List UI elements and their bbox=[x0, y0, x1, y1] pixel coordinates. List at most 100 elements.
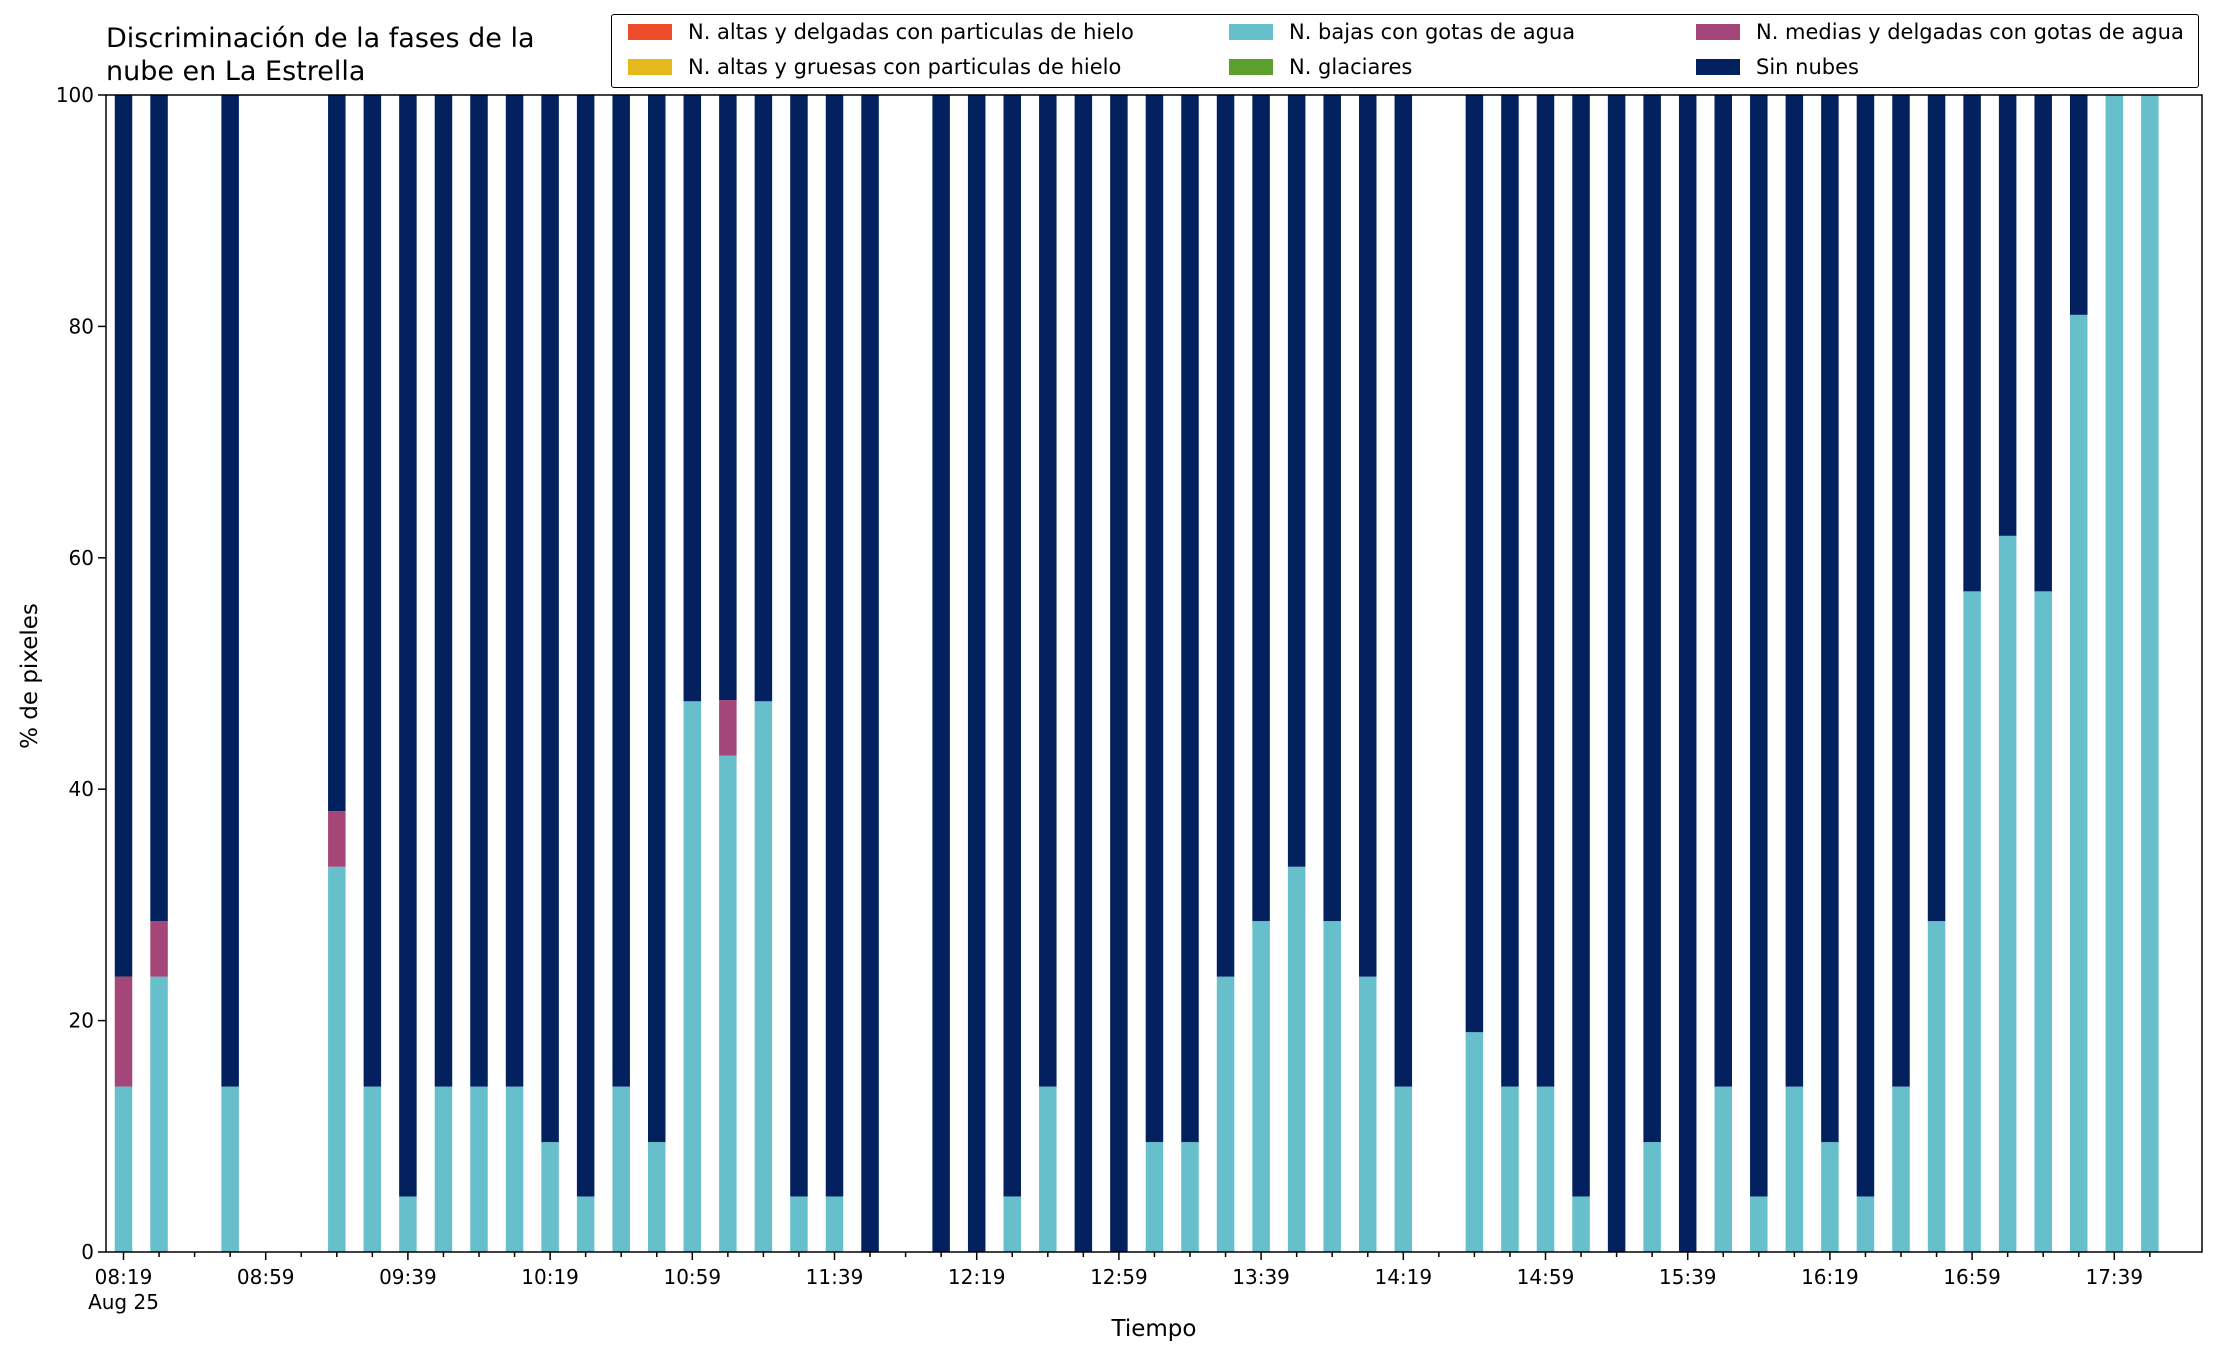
bar-09:59-series-5 bbox=[470, 95, 488, 1087]
bar-13:29-series-2 bbox=[1216, 976, 1235, 1252]
legend-label: N. medias y delgadas con gotas de agua bbox=[1756, 20, 2184, 44]
legend-label: N. altas y delgadas con particulas de hi… bbox=[688, 20, 1134, 44]
legend-swatch bbox=[1696, 24, 1740, 40]
x-axis: 08:19 08:59 09:39 10:19 10:59 11:39 12:19 12:59… bbox=[88, 1252, 2151, 1314]
y-tick-label: 20 bbox=[69, 1009, 94, 1033]
legend-item: N. bajas con gotas de agua bbox=[1229, 17, 1575, 47]
bar-15:59-series-2 bbox=[1750, 1196, 1768, 1252]
bar-17:09-series-2 bbox=[1998, 535, 2017, 1252]
legend-label: N. altas y gruesas con particulas de hie… bbox=[688, 55, 1122, 79]
bar-13:49-series-2 bbox=[1287, 866, 1306, 1252]
bar-14:49-series-2 bbox=[1501, 1086, 1519, 1252]
bar-09:59-series-2 bbox=[470, 1086, 488, 1252]
legend-label: Sin nubes bbox=[1756, 55, 1859, 79]
bar-09:19-series-4 bbox=[328, 811, 346, 867]
bar-11:49-series-5 bbox=[861, 95, 879, 1252]
bar-09:39-series-5 bbox=[399, 95, 417, 1197]
bar-10:09-series-5 bbox=[505, 95, 524, 1087]
bar-09:49-series-5 bbox=[434, 95, 453, 1087]
bar-11:19-series-5 bbox=[754, 95, 773, 702]
bar-15:39-series-5 bbox=[1678, 95, 1697, 1252]
bar-16:59-series-5 bbox=[1963, 95, 1981, 592]
x-tick-label: 17:39 bbox=[2085, 1265, 2143, 1289]
bar-13:29-series-5 bbox=[1216, 95, 1235, 977]
x-tick-label: 11:39 bbox=[806, 1265, 864, 1289]
bar-16:59-series-2 bbox=[1963, 591, 1981, 1252]
legend: N. altas y delgadas con particulas de hi… bbox=[611, 14, 2199, 88]
bar-10:39-series-5 bbox=[612, 95, 630, 1087]
bar-12:49-series-5 bbox=[1074, 95, 1093, 1252]
y-tick-label: 40 bbox=[69, 777, 94, 801]
legend-label: N. bajas con gotas de agua bbox=[1289, 20, 1576, 44]
legend-item: N. medias y delgadas con gotas de agua bbox=[1696, 17, 2184, 47]
bar-13:39-series-2 bbox=[1252, 921, 1270, 1252]
bar-09:29-series-5 bbox=[363, 95, 382, 1087]
bar-10:59-series-5 bbox=[683, 95, 702, 702]
bar-15:49-series-2 bbox=[1714, 1086, 1732, 1252]
x-tick-label: 10:19 bbox=[521, 1265, 579, 1289]
bar-17:39-series-2 bbox=[2105, 95, 2124, 1252]
bar-12:59-series-5 bbox=[1110, 95, 1128, 1252]
x-tick-label: 15:39 bbox=[1659, 1265, 1717, 1289]
legend-swatch bbox=[1229, 59, 1273, 75]
bar-08:19-series-4 bbox=[114, 976, 133, 1087]
bar-16:39-series-5 bbox=[1892, 95, 1910, 1087]
bar-13:09-series-5 bbox=[1145, 95, 1164, 1143]
x-tick-label: 13:39 bbox=[1232, 1265, 1290, 1289]
bars-layer bbox=[114, 95, 2159, 1253]
x-tick-label: 09:39 bbox=[379, 1265, 437, 1289]
bar-15:29-series-5 bbox=[1643, 95, 1661, 1143]
bar-14:39-series-5 bbox=[1465, 95, 1484, 1033]
legend-swatch bbox=[1696, 59, 1740, 75]
bar-11:09-series-2 bbox=[719, 755, 737, 1252]
bar-10:49-series-5 bbox=[648, 95, 666, 1143]
bar-14:59-series-2 bbox=[1536, 1086, 1555, 1252]
bar-09:19-series-5 bbox=[328, 95, 346, 812]
y-axis-label: % de pixeles bbox=[17, 603, 43, 749]
bar-14:09-series-5 bbox=[1359, 95, 1377, 977]
bar-11:39-series-5 bbox=[825, 95, 844, 1197]
legend-item: Sin nubes bbox=[1696, 52, 1859, 82]
bar-09:49-series-2 bbox=[434, 1086, 453, 1252]
bar-16:09-series-5 bbox=[1785, 95, 1804, 1087]
bar-12:09-series-5 bbox=[932, 95, 950, 1252]
bar-12:29-series-5 bbox=[1003, 95, 1021, 1197]
chart-title: Discriminación de la fases de la nube en… bbox=[106, 23, 535, 87]
x-tick-label: 16:19 bbox=[1801, 1265, 1859, 1289]
bar-16:19-series-5 bbox=[1821, 95, 1839, 1143]
bar-14:19-series-5 bbox=[1394, 95, 1413, 1087]
bar-13:19-series-5 bbox=[1181, 95, 1199, 1143]
y-tick-label: 100 bbox=[56, 83, 94, 107]
bar-14:39-series-2 bbox=[1465, 1032, 1484, 1252]
bar-10:19-series-2 bbox=[541, 1142, 559, 1252]
bar-16:39-series-2 bbox=[1892, 1086, 1910, 1252]
bar-08:49-series-2 bbox=[221, 1086, 239, 1252]
bar-16:49-series-5 bbox=[1927, 95, 1946, 922]
legend-item: N. glaciares bbox=[1229, 52, 1412, 82]
bar-13:19-series-2 bbox=[1181, 1142, 1199, 1252]
bar-11:39-series-2 bbox=[825, 1196, 844, 1252]
bar-11:09-series-4 bbox=[719, 700, 737, 756]
y-axis: 0 20 40 60 80 100 bbox=[56, 83, 106, 1264]
bar-17:49-series-2 bbox=[2141, 95, 2159, 1252]
bar-13:09-series-2 bbox=[1145, 1142, 1164, 1252]
bar-13:39-series-5 bbox=[1252, 95, 1270, 922]
bar-08:19-series-2 bbox=[114, 1086, 133, 1252]
bar-10:29-series-2 bbox=[576, 1196, 595, 1252]
bar-17:29-series-2 bbox=[2070, 314, 2088, 1253]
bar-16:19-series-2 bbox=[1821, 1142, 1839, 1252]
bar-14:19-series-2 bbox=[1394, 1086, 1413, 1252]
bar-08:19-series-5 bbox=[114, 95, 133, 977]
bar-12:29-series-2 bbox=[1003, 1196, 1021, 1252]
bar-10:29-series-5 bbox=[576, 95, 595, 1197]
bar-17:29-series-5 bbox=[2070, 95, 2088, 315]
bar-16:49-series-2 bbox=[1927, 921, 1946, 1252]
x-tick-label: 16:59 bbox=[1943, 1265, 2001, 1289]
bar-09:29-series-2 bbox=[363, 1086, 382, 1252]
bar-10:39-series-2 bbox=[612, 1086, 630, 1252]
bar-08:49-series-5 bbox=[221, 95, 239, 1087]
legend-swatch bbox=[628, 59, 672, 75]
bar-17:19-series-2 bbox=[2034, 591, 2052, 1252]
bar-08:29-series-5 bbox=[150, 95, 168, 922]
bar-15:29-series-2 bbox=[1643, 1142, 1661, 1252]
